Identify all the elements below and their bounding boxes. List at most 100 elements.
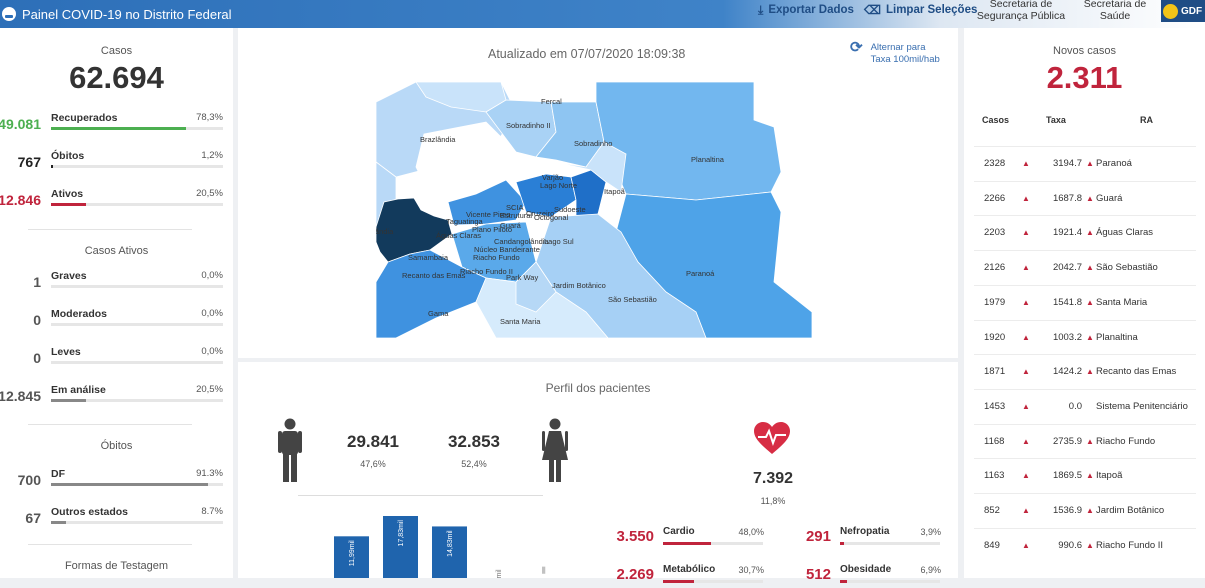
stat-label: Leves: [51, 346, 81, 358]
map-label: São Sebastião: [608, 295, 657, 304]
toggle-rate-button[interactable]: ⟳ Alternar para Taxa 100mil/hab: [850, 39, 940, 66]
map-label: Fercal: [541, 97, 562, 106]
map-label: Brazlândia: [420, 135, 456, 144]
map-label: Riacho Fundo II: [460, 267, 513, 276]
comorbidity-label: Nefropatia: [840, 526, 890, 537]
stat-progress-track: [51, 165, 223, 168]
ra-table-row[interactable]: 2328 ▲ 3194.7 ▲ Paranoá: [974, 146, 1196, 180]
stat-value: 0: [33, 312, 41, 328]
male-icon: [278, 418, 302, 482]
stat-row[interactable]: 767 Óbitos 1,2%: [0, 150, 233, 182]
stat-row[interactable]: 67 Outros estados 8.7%: [0, 506, 233, 538]
ra-table-row[interactable]: 1920 ▲ 1003.2 ▲ Planaltina: [974, 319, 1196, 354]
ra-name: Paranoá: [1096, 158, 1132, 169]
ra-table-row[interactable]: 2126 ▲ 2042.7 ▲ São Sebastião: [974, 250, 1196, 284]
trend-up-icon: ▲: [1086, 540, 1094, 550]
comorbidity-row[interactable]: 3.550 Cardio 48,0%: [614, 526, 794, 550]
ra-name: Riacho Fundo: [1096, 435, 1156, 447]
age-bar[interactable]: [432, 526, 467, 578]
novos-casos-value: 2.311: [1046, 60, 1123, 95]
ra-table-row[interactable]: 1168 ▲ 2735.9 ▲ Riacho Fundo: [974, 423, 1196, 458]
truncated-mark: ⫼: [542, 566, 546, 575]
casos-ativos-label: Casos Ativos: [84, 245, 149, 257]
stat-row[interactable]: 12.846 Ativos 20,5%: [0, 188, 233, 220]
stat-row[interactable]: 1 Graves 0,0%: [0, 270, 233, 302]
clear-selections-label: Limpar Seleções: [885, 4, 978, 16]
clear-selections-button[interactable]: ⌫ Limpar Seleções: [864, 0, 977, 20]
age-bar[interactable]: [481, 565, 516, 578]
ra-table-row[interactable]: 852 ▲ 1536.9 ▲ Jardim Botânico: [974, 493, 1196, 527]
comorbidity-label: Cardio: [663, 526, 695, 537]
map-label: Taguatinga: [446, 217, 484, 226]
ra-table-row[interactable]: 1163 ▲ 1869.5 ▲ Itapoã: [974, 458, 1196, 492]
link-secretaria-saude[interactable]: Secretaria de Saúde: [1080, 0, 1150, 22]
female-pct: 52,4%: [461, 459, 487, 469]
age-bar-chart[interactable]: 11,99mil 17,83mil 14,83mil 3,6mil: [332, 507, 557, 578]
age-bar-label: 17,83mil: [398, 520, 405, 547]
male-count: 29.841: [347, 432, 399, 451]
comorbidity-row[interactable]: 512 Obesidade 6,9%: [791, 564, 971, 588]
trend-up-icon: ▲: [1086, 297, 1094, 307]
trend-up-icon: ▲: [1086, 471, 1094, 481]
age-bar[interactable]: [383, 516, 418, 578]
comorbidity-progress-fill: [840, 580, 847, 583]
age-bar-label: 14,83mil: [447, 530, 454, 557]
stat-pct: 0,0%: [201, 308, 223, 319]
map-region[interactable]: [515, 261, 557, 313]
comorbidity-row[interactable]: 2.269 Metabólico 30,7%: [614, 564, 794, 588]
trend-up-icon: ▲: [1022, 193, 1030, 203]
stat-pct: 20,5%: [196, 188, 223, 199]
ra-table-row[interactable]: 2266 ▲ 1687.8 ▲ Guará: [974, 180, 1196, 215]
stat-value: 12.846: [0, 192, 41, 208]
stat-row[interactable]: 700 DF 91.3%: [0, 468, 233, 500]
top-header: Painel COVID-19 no Distrito Federal ⤓ Ex…: [0, 0, 1205, 28]
map-label: Riacho Fundo: [473, 253, 520, 262]
col-header-taxa[interactable]: Taxa: [1046, 115, 1066, 125]
ra-table-row[interactable]: 849 ▲ 990.6 ▲ Riacho Fundo II: [974, 527, 1196, 562]
comorbidity-row[interactable]: 291 Nefropatia 3,9%: [791, 526, 971, 550]
ra-taxa: 990.6: [1058, 539, 1082, 551]
stat-label: Ativos: [51, 188, 84, 200]
seg2-line2: Saúde: [1099, 10, 1131, 22]
trend-up-icon: ▲: [1086, 367, 1094, 377]
ra-casos: 1453: [984, 400, 1006, 412]
ra-casos: 852: [984, 505, 1000, 516]
age-bar[interactable]: [334, 536, 369, 578]
map-label: Guará: [500, 221, 522, 230]
ra-casos: 1163: [984, 470, 1005, 482]
stat-row[interactable]: 0 Moderados 0,0%: [0, 308, 233, 340]
divider: [298, 495, 543, 496]
export-data-button[interactable]: ⤓ Exportar Dados: [758, 0, 854, 20]
ra-table-row[interactable]: 1979 ▲ 1541.8 ▲ Santa Maria: [974, 284, 1196, 319]
stat-progress-track: [51, 399, 223, 402]
map-region[interactable]: [447, 179, 527, 226]
ra-table-row[interactable]: 2203 ▲ 1921.4 ▲ Águas Claras: [974, 215, 1196, 249]
df-choropleth-map[interactable]: Fercal Sobradinho II Brazlândia Sobradin…: [376, 82, 812, 338]
stat-row[interactable]: 12.845 Em análise 20,5%: [0, 384, 233, 416]
map-region[interactable]: [376, 197, 453, 263]
comorbidity-pct: 11,8%: [760, 496, 786, 506]
stat-label: Óbitos: [51, 150, 85, 162]
map-label: Candangolândia: [494, 237, 549, 246]
trend-up-icon: ▲: [1022, 332, 1030, 342]
link-seguranca-publica[interactable]: Secretaria de Segurança Pública: [975, 0, 1067, 22]
col-header-casos[interactable]: Casos: [982, 115, 1010, 125]
ra-table-row[interactable]: 1871 ▲ 1424.2 ▲ Recanto das Emas: [974, 354, 1196, 388]
stat-row[interactable]: 49.081 Recuperados 78,3%: [0, 112, 233, 144]
ra-name: Guará: [1096, 192, 1123, 204]
eraser-icon: ⌫: [864, 3, 881, 17]
seg1-line1: Secretaria de: [989, 0, 1053, 10]
map-label: Sudoeste: [554, 205, 586, 214]
stat-row[interactable]: 0 Leves 0,0%: [0, 346, 233, 378]
map-region[interactable]: [553, 141, 627, 193]
refresh-icon: ⟳: [850, 39, 863, 56]
stat-progress-fill: [51, 483, 209, 486]
ra-table-row[interactable]: 1453▲0.0▲Sistema Penitenciário: [974, 388, 1196, 423]
map-label: Octogonal: [534, 213, 569, 222]
col-header-ra[interactable]: RA: [1140, 115, 1153, 125]
casos-value: 62.694: [69, 60, 164, 95]
age-bar-label: 3,6mil: [496, 569, 503, 578]
map-region[interactable]: [595, 82, 782, 201]
ra-taxa: 0.0: [1068, 400, 1082, 412]
ra-taxa: 1424.2: [1052, 366, 1082, 378]
